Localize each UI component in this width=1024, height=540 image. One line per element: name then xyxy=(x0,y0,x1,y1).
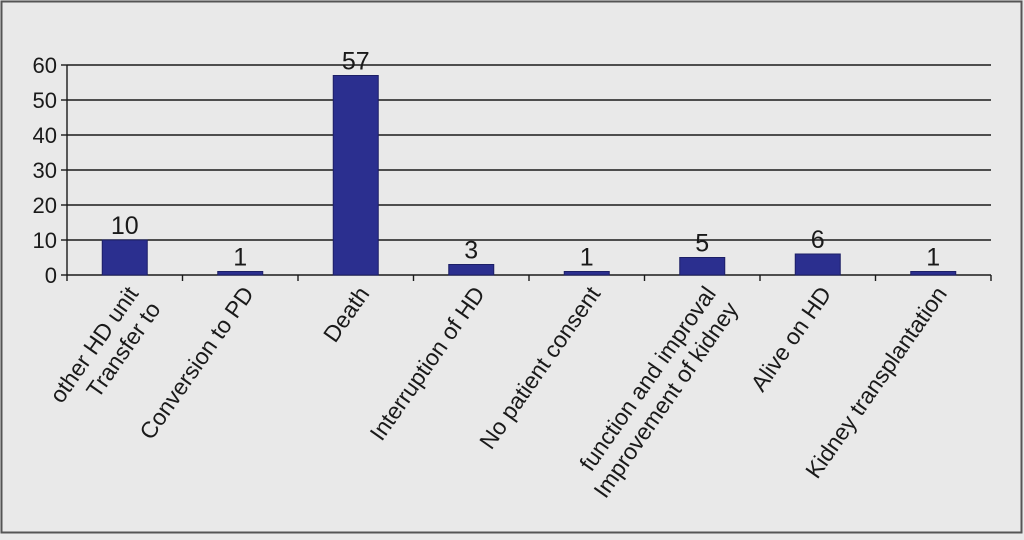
category-label: No patient consent xyxy=(474,281,606,454)
bar xyxy=(101,239,148,276)
bar xyxy=(217,271,264,276)
bar xyxy=(794,253,841,276)
bar xyxy=(679,257,726,276)
category-label-line: Improvement of kidney xyxy=(588,297,743,503)
y-tick-label: 60 xyxy=(33,53,57,78)
bars xyxy=(101,75,957,276)
y-tick-label: 50 xyxy=(33,88,57,113)
data-label: 1 xyxy=(580,244,594,272)
y-tick-label: 20 xyxy=(33,193,57,218)
data-label: 10 xyxy=(111,212,139,240)
y-tick-label: 10 xyxy=(33,228,57,253)
data-label: 1 xyxy=(926,244,940,272)
data-label: 1 xyxy=(233,244,247,272)
category-label-line: No patient consent xyxy=(474,281,606,454)
data-label: 5 xyxy=(695,230,709,258)
data-label: 57 xyxy=(342,48,370,76)
category-label-line: Interruption of HD xyxy=(364,282,489,446)
category-label-line: Alive on HD xyxy=(745,282,836,396)
y-tick-label: 0 xyxy=(45,263,57,288)
category-label-line: Death xyxy=(318,282,375,347)
category-label: Interruption of HD xyxy=(364,282,489,446)
bar xyxy=(910,271,957,276)
bar xyxy=(563,271,610,276)
category-label: Death xyxy=(318,282,375,347)
grid-lines xyxy=(67,64,991,276)
bar xyxy=(332,75,379,276)
y-tick-label: 40 xyxy=(33,123,57,148)
data-label: 3 xyxy=(464,237,478,265)
data-label: 6 xyxy=(811,226,825,254)
y-tick-label: 30 xyxy=(33,158,57,183)
bar xyxy=(448,264,495,276)
y-axis: 0 10 20 30 40 50 60 xyxy=(33,53,68,288)
category-label: Alive on HD xyxy=(745,282,836,396)
